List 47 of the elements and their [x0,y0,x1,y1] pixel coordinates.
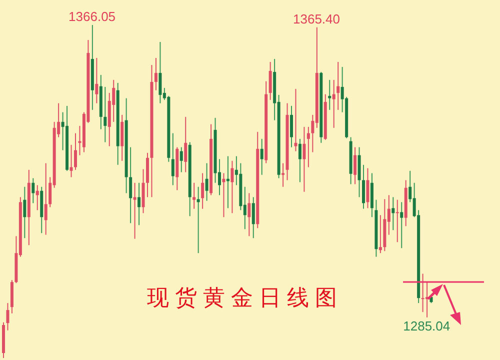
candlestick [36,184,39,211]
candlestick [336,61,340,110]
annotation: 1366.05 [68,8,116,24]
candlestick [260,138,264,176]
candlestick [362,164,365,210]
candlestick [378,214,382,254]
candlestick [23,186,26,239]
candlestick [222,172,226,218]
candlestick [154,57,158,91]
candlestick [248,192,251,237]
candlestick [268,61,272,100]
candlestick [192,182,196,210]
candlestick [70,144,73,178]
candlestick [158,41,162,104]
candlestick [196,186,200,254]
candlestick [6,302,10,331]
candlestick [392,196,395,231]
candlestick [230,160,234,214]
candlestick [171,132,174,186]
candlestick [302,126,306,192]
candlestick [44,162,48,236]
candlestick [129,146,132,224]
candlestick [205,162,208,202]
candlestick [290,105,293,148]
candlestick [201,172,204,210]
annotation: 1365.40 [293,11,340,26]
candlestick [366,168,370,209]
candlestick [180,146,183,173]
candlestick [74,132,77,170]
candlestick [104,86,107,143]
candlestick [396,199,399,243]
candlestick [298,138,302,183]
text: 现货黄金日线图 [146,284,344,312]
candlestick [95,57,98,104]
candlestick [252,196,255,239]
candlestick [400,202,404,249]
candlestick [354,146,357,185]
candlestick [421,273,424,313]
candlestick [138,182,141,226]
candlestick [133,182,136,240]
candlestick [32,178,35,204]
candlestick [294,88,298,152]
annotation: 1285.04 [403,318,450,334]
candlestick [184,116,188,173]
candlestick [282,162,285,188]
candlestick [332,79,336,128]
candlestick [306,126,310,168]
